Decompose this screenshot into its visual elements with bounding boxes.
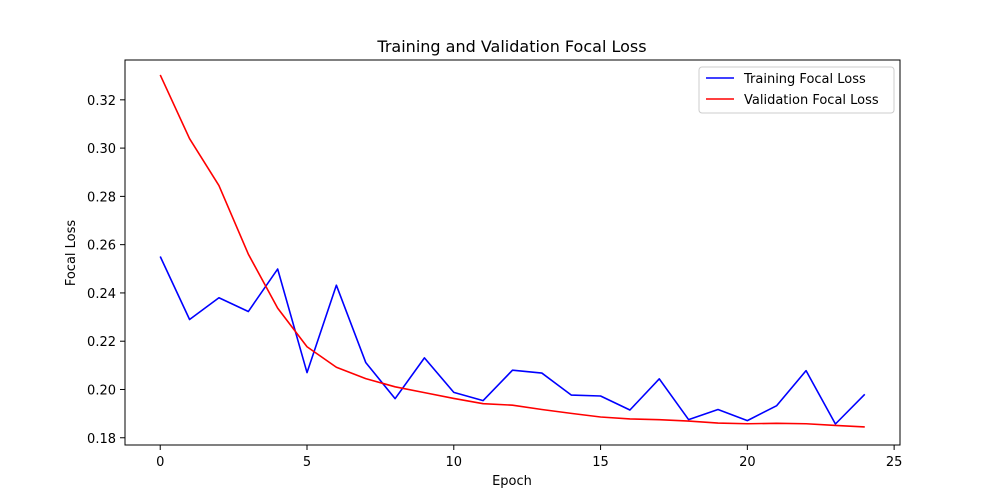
y-tick-label: 0.18 (87, 432, 116, 447)
series-lines (159, 74, 866, 428)
x-axis: 0 5 10 15 20 25 (156, 445, 902, 470)
y-tick-label: 0.22 (87, 335, 116, 350)
y-axis-label: Focal Loss (64, 220, 79, 287)
x-tick-label: 0 (156, 455, 164, 470)
legend-label-0: Training Focal Loss (743, 72, 866, 87)
series-line-0 (159, 256, 866, 425)
x-tick-label: 20 (739, 455, 756, 470)
legend-label-1: Validation Focal Loss (744, 93, 879, 108)
y-axis: 0.18 0.20 0.22 0.24 0.26 0.28 0.30 0.32 (87, 94, 125, 447)
y-tick-label: 0.32 (87, 94, 116, 109)
x-tick-label: 10 (446, 455, 463, 470)
y-tick-label: 0.20 (87, 383, 116, 398)
y-tick-label: 0.30 (87, 142, 116, 157)
chart-title: Training and Validation Focal Loss (376, 37, 646, 56)
y-tick-label: 0.28 (87, 190, 116, 205)
legend-box (698, 66, 895, 114)
x-tick-label: 15 (592, 455, 609, 470)
series-line-1 (159, 74, 865, 428)
x-tick-label: 5 (303, 455, 311, 470)
x-axis-label: Epoch (492, 474, 532, 489)
legend: Training Focal Loss Validation Focal Loss (698, 66, 895, 114)
x-tick-label: 25 (886, 455, 903, 470)
plot-area (124, 59, 901, 446)
y-tick-label: 0.24 (87, 287, 116, 302)
y-tick-label: 0.26 (87, 239, 116, 254)
